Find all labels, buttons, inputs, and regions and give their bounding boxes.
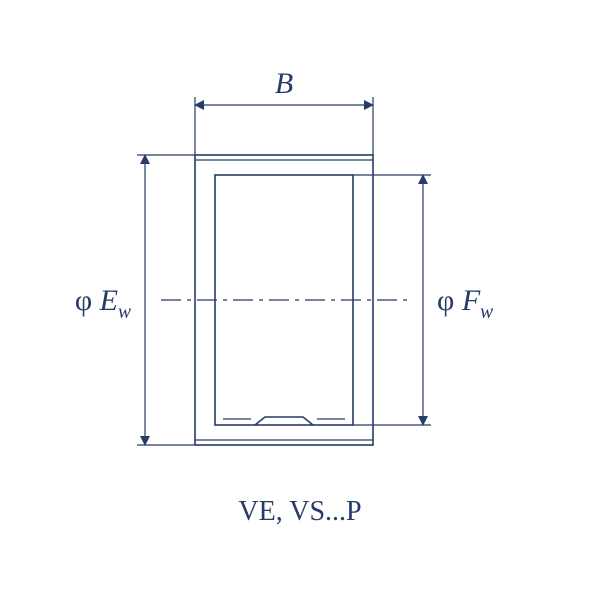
dim-width-label: B: [275, 67, 293, 100]
bearing-section-drawing: Bφ Ew φ Fw VE, VS...P: [0, 0, 600, 600]
diagram-caption: VE, VS...P: [238, 496, 361, 527]
dim-inner-dia-label: φ Fw: [437, 284, 493, 323]
dim-outer-dia-label: φ Ew: [75, 284, 131, 323]
